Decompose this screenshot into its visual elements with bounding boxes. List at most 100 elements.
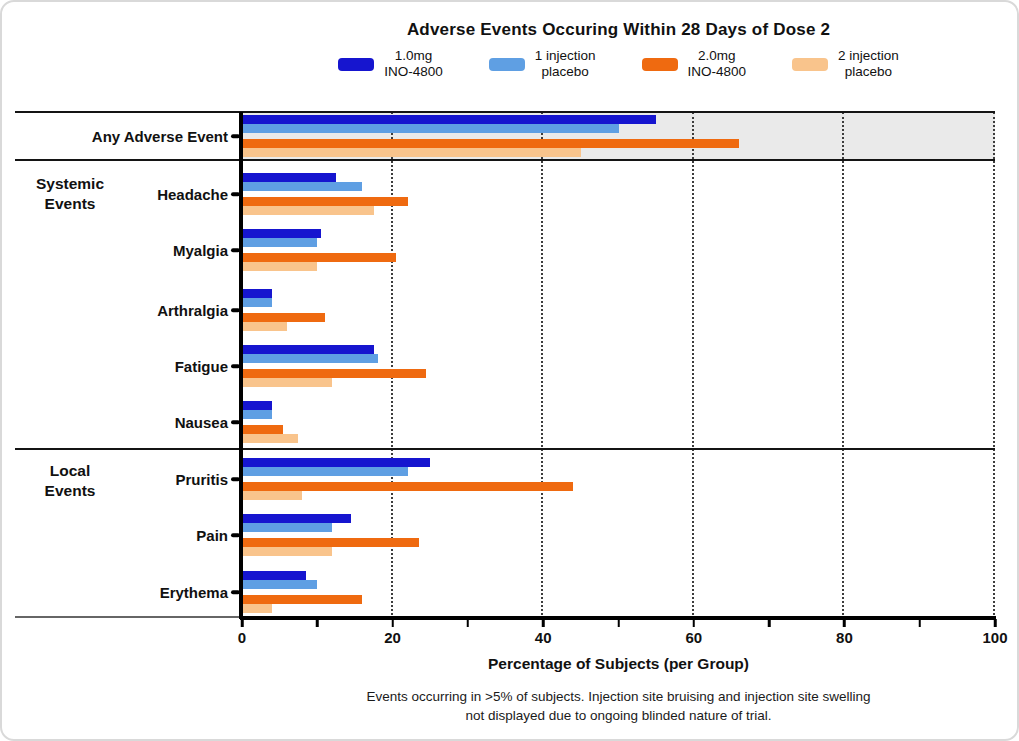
legend-item-2mg-ino4800: 2.0mgINO-4800	[642, 48, 747, 80]
category-tick-any-adverse-event	[231, 134, 240, 138]
bar-1.0mg-ino-4800-pruritis	[242, 458, 430, 467]
legend-label: 2.0mgINO-4800	[688, 48, 747, 80]
bar-1-injection-placebo-myalgia	[242, 238, 317, 247]
bar-2.0mg-ino-4800-pruritis	[242, 482, 573, 491]
bar-1.0mg-ino-4800-myalgia	[242, 229, 321, 238]
category-tick-pruritis	[231, 477, 240, 481]
bar-2.0mg-ino-4800-myalgia	[242, 253, 396, 262]
bar-1-injection-placebo-any-adverse-event	[242, 124, 619, 133]
x-axis-tick-label-20: 20	[384, 629, 401, 646]
category-tick-fatigue	[231, 364, 240, 368]
bar-2-injection-placebo-arthralgia	[242, 322, 287, 331]
group-label-line1: Local	[50, 462, 90, 479]
x-axis-tick-30	[467, 619, 470, 627]
bar-2.0mg-ino-4800-nausea	[242, 425, 283, 434]
legend-item-1injection-placebo: 1 injectionplacebo	[489, 48, 596, 80]
legend-label-line2: placebo	[845, 64, 892, 79]
x-axis-title: Percentage of Subjects (per Group)	[242, 655, 995, 673]
x-axis-tick-0	[241, 619, 244, 627]
bar-1.0mg-ino-4800-pain	[242, 514, 351, 523]
group-label-local-events: Local Events	[16, 461, 124, 501]
any-adverse-event-divider-line	[15, 159, 995, 161]
footnote-line1: Events occurring in >5% of subjects. Inj…	[367, 689, 871, 704]
bar-2-injection-placebo-fatigue	[242, 378, 332, 387]
bar-1.0mg-ino-4800-headache	[242, 173, 336, 182]
gridline-60	[692, 112, 694, 619]
category-tick-myalgia	[231, 248, 240, 252]
x-axis-tick-label-0: 0	[238, 629, 246, 646]
category-label-pruritis: Pruritis	[175, 471, 228, 488]
x-axis-tick-label-60: 60	[685, 629, 702, 646]
adverse-events-figure: Adverse Events Occuring Within 28 Days o…	[0, 0, 1019, 741]
x-axis-tick-label-100: 100	[982, 629, 1007, 646]
legend-label-line1: 1.0mg	[395, 48, 433, 63]
legend-item-2injection-placebo: 2 injectionplacebo	[792, 48, 899, 80]
x-axis-tick-60	[693, 619, 696, 627]
x-axis-tick-10	[316, 619, 319, 627]
bar-2-injection-placebo-nausea	[242, 434, 298, 443]
legend-label-line2: INO-4800	[384, 64, 443, 79]
group-label-systemic-events: Systemic Events	[16, 174, 124, 214]
bar-2.0mg-ino-4800-headache	[242, 197, 408, 206]
bar-2-injection-placebo-myalgia	[242, 262, 317, 271]
bar-1-injection-placebo-pruritis	[242, 467, 408, 476]
category-label-arthralgia: Arthralgia	[157, 302, 228, 319]
category-label-headache: Headache	[157, 186, 228, 203]
x-axis-tick-50	[617, 619, 620, 627]
systemic-local-divider-line	[15, 448, 995, 450]
legend-label-line1: 1 injection	[535, 48, 596, 63]
bar-2-injection-placebo-headache	[242, 206, 374, 215]
bar-1.0mg-ino-4800-arthralgia	[242, 289, 272, 298]
bar-1.0mg-ino-4800-fatigue	[242, 345, 374, 354]
bar-2.0mg-ino-4800-erythema	[242, 595, 362, 604]
bar-1-injection-placebo-pain	[242, 523, 332, 532]
bar-1-injection-placebo-nausea	[242, 410, 272, 419]
x-axis-tick-90	[918, 619, 921, 627]
plot-top-border-line	[15, 111, 995, 113]
bottom-left-border-line	[15, 616, 242, 618]
legend-label: 1.0mgINO-4800	[384, 48, 443, 80]
x-axis-tick-100	[994, 619, 997, 627]
legend-swatch-1injection-placebo	[489, 58, 525, 71]
gridline-100	[993, 112, 995, 619]
category-label-pain: Pain	[196, 527, 228, 544]
bar-2.0mg-ino-4800-pain	[242, 538, 419, 547]
x-axis-tick-label-40: 40	[535, 629, 552, 646]
category-label-erythema: Erythema	[160, 584, 228, 601]
legend-label-line1: 2.0mg	[698, 48, 736, 63]
category-tick-erythema	[231, 590, 240, 594]
x-axis-tick-label-80: 80	[836, 629, 853, 646]
category-tick-arthralgia	[231, 308, 240, 312]
legend-swatch-2injection-placebo	[792, 58, 828, 71]
category-tick-headache	[231, 192, 240, 196]
x-axis-tick-20	[391, 619, 394, 627]
category-label-myalgia: Myalgia	[173, 242, 228, 259]
group-label-line2: Events	[45, 482, 96, 499]
legend: 1.0mgINO-4800 1 injectionplacebo 2.0mgIN…	[242, 48, 995, 80]
bar-1-injection-placebo-fatigue	[242, 354, 378, 363]
bar-2.0mg-ino-4800-fatigue	[242, 369, 426, 378]
legend-swatch-2mg-ino4800	[642, 58, 678, 71]
legend-item-1mg-ino4800: 1.0mgINO-4800	[338, 48, 443, 80]
legend-label: 1 injectionplacebo	[535, 48, 596, 80]
bar-1-injection-placebo-headache	[242, 182, 362, 191]
x-axis-tick-40	[542, 619, 545, 627]
chart-footnote: Events occurring in >5% of subjects. Inj…	[242, 687, 995, 725]
category-tick-nausea	[231, 420, 240, 424]
bar-1-injection-placebo-arthralgia	[242, 298, 272, 307]
group-label-line1: Systemic	[36, 175, 104, 192]
category-label-fatigue: Fatigue	[175, 358, 228, 375]
legend-label-line1: 2 injection	[838, 48, 899, 63]
category-label-nausea: Nausea	[175, 414, 228, 431]
group-label-line2: Events	[45, 195, 96, 212]
plot-area	[242, 112, 995, 619]
bar-2.0mg-ino-4800-any-adverse-event	[242, 139, 739, 148]
bar-1.0mg-ino-4800-nausea	[242, 401, 272, 410]
legend-swatch-1mg-ino4800	[338, 58, 374, 71]
bar-1.0mg-ino-4800-erythema	[242, 571, 306, 580]
category-tick-pain	[231, 533, 240, 537]
category-label-any-adverse-event: Any Adverse Event	[92, 128, 228, 145]
x-axis-tick-70	[768, 619, 771, 627]
legend-label: 2 injectionplacebo	[838, 48, 899, 80]
gridline-40	[541, 112, 543, 619]
